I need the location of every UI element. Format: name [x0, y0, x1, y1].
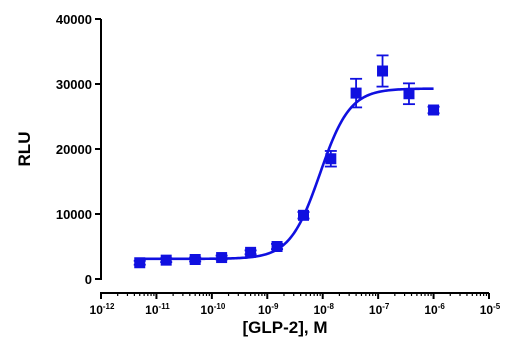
y-ticks: 0 10000 20000 30000 40000 — [56, 12, 101, 287]
x-tick-label: 10-10 — [200, 302, 225, 317]
data-points-layer — [133, 54, 440, 269]
data-point — [428, 104, 440, 116]
data-point — [297, 209, 309, 221]
x-tick-label: 10-11 — [145, 302, 170, 317]
x-tick-label: 10-8 — [313, 302, 334, 317]
x-ticks: 10-12 10-11 10-10 10-9 10-8 10-7 10-6 10-5 — [90, 293, 501, 317]
data-point — [216, 252, 228, 264]
fit-curve-layer — [139, 87, 434, 261]
axes — [100, 19, 489, 294]
y-tick-label: 0 — [85, 272, 92, 287]
x-tick-label: 10-12 — [90, 302, 115, 317]
data-point — [134, 257, 146, 269]
x-tick-label: 10-9 — [258, 302, 279, 317]
y-tick-label: 40000 — [56, 12, 92, 27]
data-point — [245, 246, 257, 258]
x-tick-label: 10-6 — [424, 302, 445, 317]
data-point — [189, 254, 201, 265]
x-axis-label: [GLP-2], M — [243, 318, 328, 337]
data-point — [350, 87, 362, 99]
data-point — [403, 88, 415, 100]
y-axis-label: RLU — [15, 132, 34, 167]
y-tick-label: 20000 — [56, 142, 92, 157]
x-tick-label: 10-7 — [369, 302, 390, 317]
data-point — [160, 254, 172, 266]
fit-curve-line — [139, 87, 434, 261]
x-tick-label: 10-5 — [480, 302, 501, 317]
data-point — [377, 65, 389, 77]
y-tick-label: 30000 — [56, 77, 92, 92]
data-point — [271, 241, 283, 252]
data-point — [325, 153, 337, 165]
y-tick-label: 10000 — [56, 207, 92, 222]
